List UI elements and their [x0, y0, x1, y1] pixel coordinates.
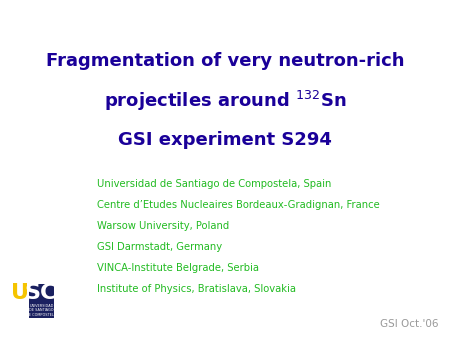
Text: VINCA-Institute Belgrade, Serbia: VINCA-Institute Belgrade, Serbia — [97, 263, 259, 273]
Text: GSI experiment S294: GSI experiment S294 — [118, 131, 332, 149]
Text: Warsow University, Poland: Warsow University, Poland — [97, 221, 229, 231]
Text: UNIVERSIDAD
DE SANTIAGO
DE COMPOSTELA: UNIVERSIDAD DE SANTIAGO DE COMPOSTELA — [27, 304, 57, 317]
Text: SC: SC — [25, 283, 57, 304]
Text: Institute of Physics, Bratislava, Slovakia: Institute of Physics, Bratislava, Slovak… — [97, 284, 296, 294]
Bar — [29, 284, 54, 318]
Text: GSI Darmstadt, Germany: GSI Darmstadt, Germany — [97, 242, 222, 252]
Text: Universidad de Santiago de Compostela, Spain: Universidad de Santiago de Compostela, S… — [97, 179, 331, 189]
Text: Fragmentation of very neutron-rich: Fragmentation of very neutron-rich — [46, 52, 404, 70]
Text: Centre d’Etudes Nucleaires Bordeaux-Gradignan, France: Centre d’Etudes Nucleaires Bordeaux-Grad… — [97, 200, 379, 210]
Text: projectiles around $^{132}$Sn: projectiles around $^{132}$Sn — [104, 89, 346, 114]
Text: GSI Oct.'06: GSI Oct.'06 — [380, 319, 439, 330]
Text: U: U — [11, 283, 29, 304]
